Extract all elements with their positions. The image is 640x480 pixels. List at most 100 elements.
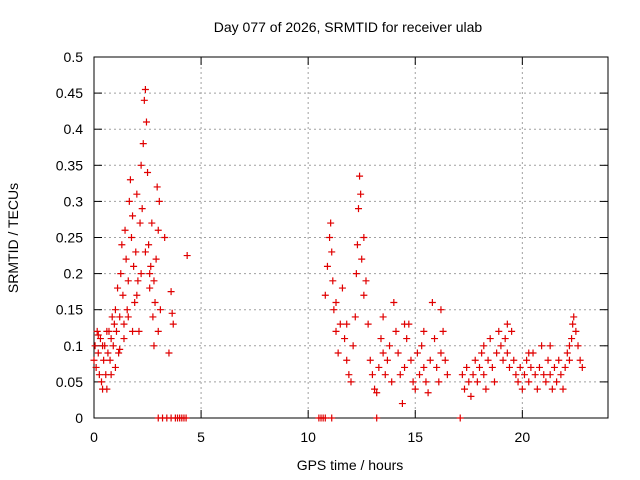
data-point — [328, 248, 336, 256]
data-point — [107, 371, 115, 379]
data-point — [353, 241, 361, 249]
data-point — [495, 327, 503, 335]
y-tick-label: 0.05 — [56, 374, 83, 390]
data-point — [437, 349, 445, 357]
x-tick-label: 15 — [407, 429, 423, 445]
data-point — [356, 172, 364, 180]
data-point — [467, 392, 475, 400]
data-point — [108, 313, 116, 321]
data-point — [146, 270, 154, 278]
data-point — [112, 327, 120, 335]
data-point — [431, 335, 439, 343]
data-point — [527, 363, 535, 371]
data-point — [354, 205, 362, 213]
data-point — [168, 309, 176, 317]
data-point — [469, 371, 477, 379]
data-point — [508, 327, 516, 335]
data-point — [546, 371, 554, 379]
data-point — [480, 371, 488, 379]
data-point — [124, 313, 132, 321]
data-point — [154, 327, 162, 335]
data-point — [129, 327, 137, 335]
data-point — [147, 262, 155, 270]
y-tick-label: 0.5 — [64, 49, 84, 65]
data-point — [92, 363, 100, 371]
data-point — [503, 320, 511, 328]
data-point — [141, 85, 149, 93]
data-point — [416, 371, 424, 379]
data-point — [386, 342, 394, 350]
data-point — [111, 306, 119, 314]
data-point — [114, 284, 122, 292]
data-point — [155, 197, 163, 205]
y-tick-label: 0.2 — [64, 266, 84, 282]
x-tick-label: 20 — [515, 429, 531, 445]
data-point — [136, 219, 144, 227]
data-point — [388, 378, 396, 386]
data-point — [439, 327, 447, 335]
data-point — [550, 363, 558, 371]
data-points — [90, 85, 586, 422]
data-point — [139, 140, 147, 148]
data-point — [182, 414, 190, 422]
data-point — [488, 363, 496, 371]
data-point — [121, 226, 129, 234]
data-point — [125, 197, 133, 205]
data-point — [379, 313, 387, 321]
data-point — [565, 342, 573, 350]
data-point — [420, 363, 428, 371]
data-point — [124, 277, 132, 285]
data-point — [120, 335, 128, 343]
data-point — [371, 385, 379, 393]
data-point — [137, 270, 145, 278]
data-point — [106, 356, 114, 364]
data-point — [401, 363, 409, 371]
x-axis-label: GPS time / hours — [297, 457, 404, 473]
data-point — [134, 277, 142, 285]
data-point — [326, 234, 334, 241]
data-point — [561, 363, 569, 371]
data-point — [401, 320, 409, 328]
ticks: 0 0.05 0.1 0.15 0.2 0.25 0.3 0.35 0.4 0.45 0.5 0 5 10… — [56, 49, 608, 445]
data-point — [95, 371, 103, 379]
data-point — [531, 371, 539, 379]
data-point — [426, 356, 434, 364]
data-point — [329, 277, 337, 285]
y-tick-label: 0.35 — [56, 157, 83, 173]
data-point — [458, 371, 466, 379]
data-point — [321, 291, 329, 299]
data-point — [149, 313, 157, 321]
data-point — [334, 349, 342, 357]
data-point — [578, 363, 586, 371]
data-point — [433, 363, 441, 371]
data-point — [570, 313, 578, 321]
data-point — [332, 298, 340, 306]
data-point — [336, 320, 344, 328]
data-point — [398, 400, 406, 408]
data-point — [110, 320, 118, 328]
data-point — [327, 219, 335, 227]
data-point — [409, 378, 417, 386]
data-point — [115, 349, 123, 357]
data-point — [490, 378, 498, 386]
data-point — [137, 161, 145, 169]
data-point — [563, 349, 571, 357]
data-point — [126, 176, 134, 184]
y-tick-label: 0 — [75, 410, 83, 426]
data-point — [97, 378, 105, 386]
data-point — [535, 363, 543, 371]
data-point — [116, 345, 124, 353]
data-point — [424, 389, 432, 397]
data-point — [373, 414, 381, 422]
data-point — [420, 327, 428, 335]
data-point — [352, 270, 360, 278]
data-point — [381, 371, 389, 379]
data-point — [347, 378, 355, 386]
data-point — [138, 205, 146, 213]
data-point — [107, 335, 115, 343]
data-point — [463, 363, 471, 371]
data-point — [441, 356, 449, 364]
data-point — [418, 342, 426, 350]
data-point — [103, 327, 111, 335]
